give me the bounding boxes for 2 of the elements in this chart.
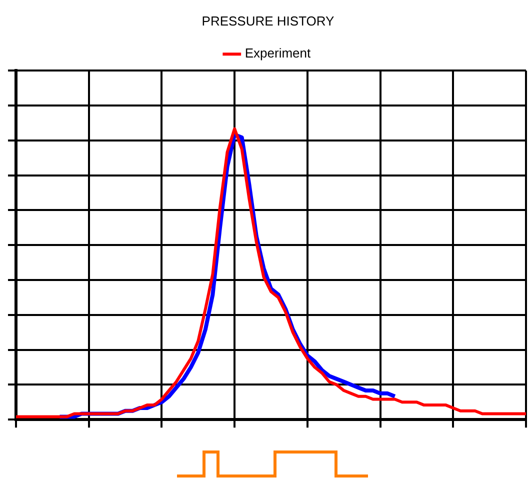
legend-label: Experiment — [244, 46, 312, 61]
chart-title: PRESSURE HISTORY — [202, 13, 335, 28]
